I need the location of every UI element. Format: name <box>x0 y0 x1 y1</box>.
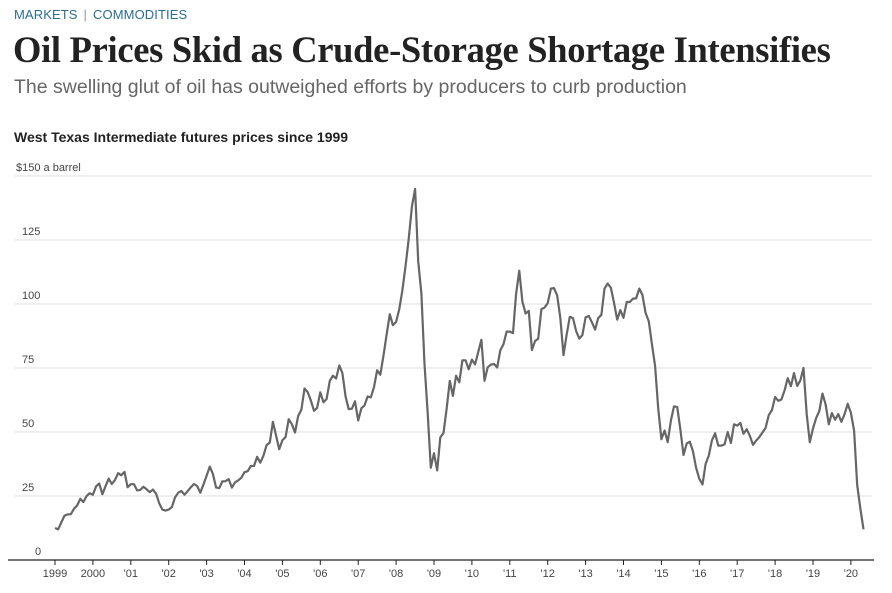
chart-title: West Texas Intermediate futures prices s… <box>14 129 349 145</box>
x-tick-label: '07 <box>351 568 365 580</box>
x-tick-label: '06 <box>313 568 327 580</box>
y-tick-label: $150 a barrel <box>16 162 81 174</box>
x-tick-label: '19 <box>806 568 820 580</box>
x-tick-label: '17 <box>730 568 744 580</box>
x-tick-label: '05 <box>275 568 289 580</box>
x-tick-label: 2000 <box>81 568 105 580</box>
x-tick-label: '14 <box>616 568 630 580</box>
x-tick-label: '11 <box>503 568 517 580</box>
y-tick-label: 50 <box>22 418 34 430</box>
x-tick-label: '09 <box>427 568 441 580</box>
x-tick-label: '02 <box>162 568 176 580</box>
x-tick-label: 1999 <box>43 568 67 580</box>
breadcrumb-commodities[interactable]: COMMODITIES <box>93 7 188 22</box>
breadcrumb-markets[interactable]: MARKETS <box>14 7 78 22</box>
y-tick-label: 125 <box>22 226 40 238</box>
x-tick-label: '15 <box>654 568 668 580</box>
x-tick-label: '16 <box>692 568 706 580</box>
x-tick-label: '20 <box>844 568 858 580</box>
x-tick-label: '08 <box>389 568 403 580</box>
x-tick-label: '04 <box>237 568 251 580</box>
x-tick-label: '10 <box>465 568 479 580</box>
subheadline: The swelling glut of oil has outweighed … <box>14 76 687 98</box>
x-tick-label: '18 <box>768 568 782 580</box>
breadcrumb: MARKETS | COMMODITIES <box>14 7 187 22</box>
y-tick-label: 75 <box>22 354 34 366</box>
x-tick-label: '13 <box>578 568 592 580</box>
x-tick-label: '12 <box>541 568 555 580</box>
y-tick-label: 100 <box>22 290 40 302</box>
headline: Oil Prices Skid as Crude-Storage Shortag… <box>13 29 831 70</box>
breadcrumb-separator: | <box>83 7 88 22</box>
y-tick-label: 0 <box>35 546 41 558</box>
wti-price-line <box>54 187 865 531</box>
x-tick-label: '03 <box>199 568 213 580</box>
x-tick-label: '01 <box>124 568 138 580</box>
y-tick-label: 25 <box>22 482 34 494</box>
